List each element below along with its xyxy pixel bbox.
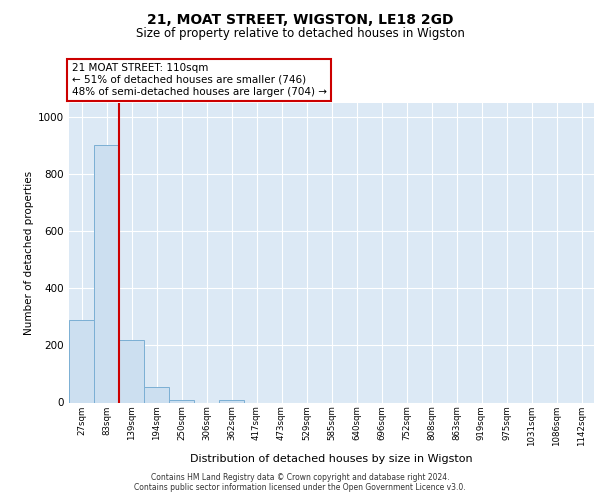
X-axis label: Distribution of detached houses by size in Wigston: Distribution of detached houses by size … xyxy=(190,454,473,464)
Bar xyxy=(119,340,144,402)
Bar xyxy=(94,146,119,402)
Text: 21 MOAT STREET: 110sqm
← 51% of detached houses are smaller (746)
48% of semi-de: 21 MOAT STREET: 110sqm ← 51% of detached… xyxy=(71,64,326,96)
Bar xyxy=(169,400,194,402)
Bar xyxy=(69,320,94,402)
Y-axis label: Number of detached properties: Number of detached properties xyxy=(24,170,34,334)
Text: 21, MOAT STREET, WIGSTON, LE18 2GD: 21, MOAT STREET, WIGSTON, LE18 2GD xyxy=(147,12,453,26)
Bar xyxy=(219,400,244,402)
Text: Size of property relative to detached houses in Wigston: Size of property relative to detached ho… xyxy=(136,28,464,40)
Text: Contains HM Land Registry data © Crown copyright and database right 2024.
Contai: Contains HM Land Registry data © Crown c… xyxy=(134,473,466,492)
Bar xyxy=(144,387,169,402)
